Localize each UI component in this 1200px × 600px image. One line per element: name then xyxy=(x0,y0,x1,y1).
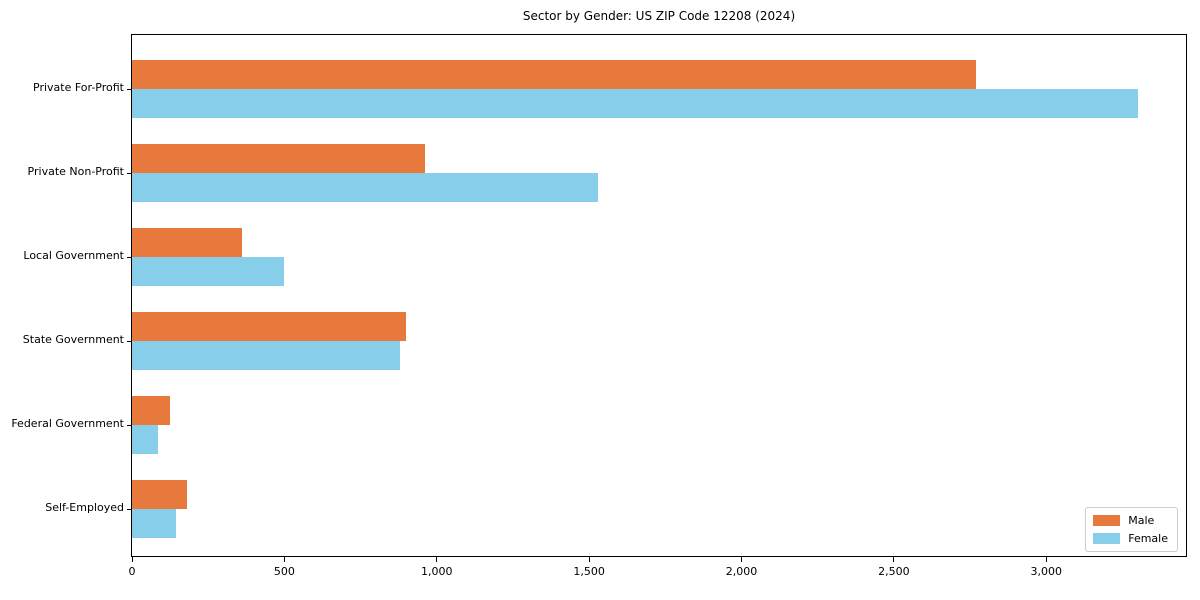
x-axis-tick xyxy=(588,557,590,562)
y-axis-label-local-government: Local Government xyxy=(23,249,124,262)
x-tick-label-1-000: 1,000 xyxy=(421,565,453,578)
x-axis-tick xyxy=(893,557,895,562)
y-axis-label-private-for-profit: Private For-Profit xyxy=(33,81,124,94)
y-axis-tick xyxy=(127,173,132,174)
plot-area: Male Female Private For-Profit Private Non… xyxy=(11,34,1187,578)
bar-female-self-employed xyxy=(132,509,177,538)
bar-female-private-non-profit xyxy=(132,173,599,202)
chart-title: Sector by Gender: US ZIP Code 12208 (202… xyxy=(522,9,796,23)
y-axis-label-private-non-profit: Private Non-Profit xyxy=(27,165,124,178)
x-tick-label-0: 0 xyxy=(128,565,136,578)
legend-swatch-male xyxy=(1093,515,1121,526)
y-axis-tick xyxy=(127,257,132,258)
x-axis-tick xyxy=(131,557,133,562)
y-axis-label-state-government: State Government xyxy=(22,333,124,346)
x-tick-label-1-500: 1,500 xyxy=(573,565,605,578)
x-axis-tick xyxy=(436,557,438,562)
legend: Male Female xyxy=(1085,507,1178,552)
bar-male-private-non-profit xyxy=(132,144,425,173)
x-tick-label-3-000: 3,000 xyxy=(1030,565,1063,578)
bar-female-federal-government xyxy=(132,425,158,454)
y-axis-tick xyxy=(127,509,132,510)
x-tick-label-2-000: 2,000 xyxy=(725,565,758,578)
bar-male-private-for-profit xyxy=(132,60,977,89)
bar-male-state-government xyxy=(132,312,407,341)
y-axis-tick xyxy=(127,425,132,426)
x-tick-label-500: 500 xyxy=(273,565,295,578)
legend-label-female: Female xyxy=(1128,532,1168,545)
y-axis-tick xyxy=(127,341,132,342)
x-axis-tick xyxy=(1045,557,1047,562)
x-axis-tick xyxy=(283,557,285,562)
legend-label-male: Male xyxy=(1128,514,1155,527)
bar-male-self-employed xyxy=(132,480,187,509)
legend-entry-male: Male xyxy=(1093,514,1168,527)
bar-female-private-for-profit xyxy=(132,89,1138,118)
legend-swatch-female xyxy=(1093,533,1121,544)
x-tick-label-2-500: 2,500 xyxy=(878,565,910,578)
y-axis-label-self-employed: Self-Employed xyxy=(45,501,124,514)
bar-male-federal-government xyxy=(132,396,171,425)
bar-female-local-government xyxy=(132,257,285,286)
legend-entry-female: Female xyxy=(1093,532,1168,545)
bar-female-state-government xyxy=(132,341,401,370)
y-axis-label-federal-government: Federal Government xyxy=(11,417,124,430)
y-axis-tick xyxy=(127,89,132,90)
x-axis-tick xyxy=(741,557,742,562)
bar-male-local-government xyxy=(132,228,242,257)
